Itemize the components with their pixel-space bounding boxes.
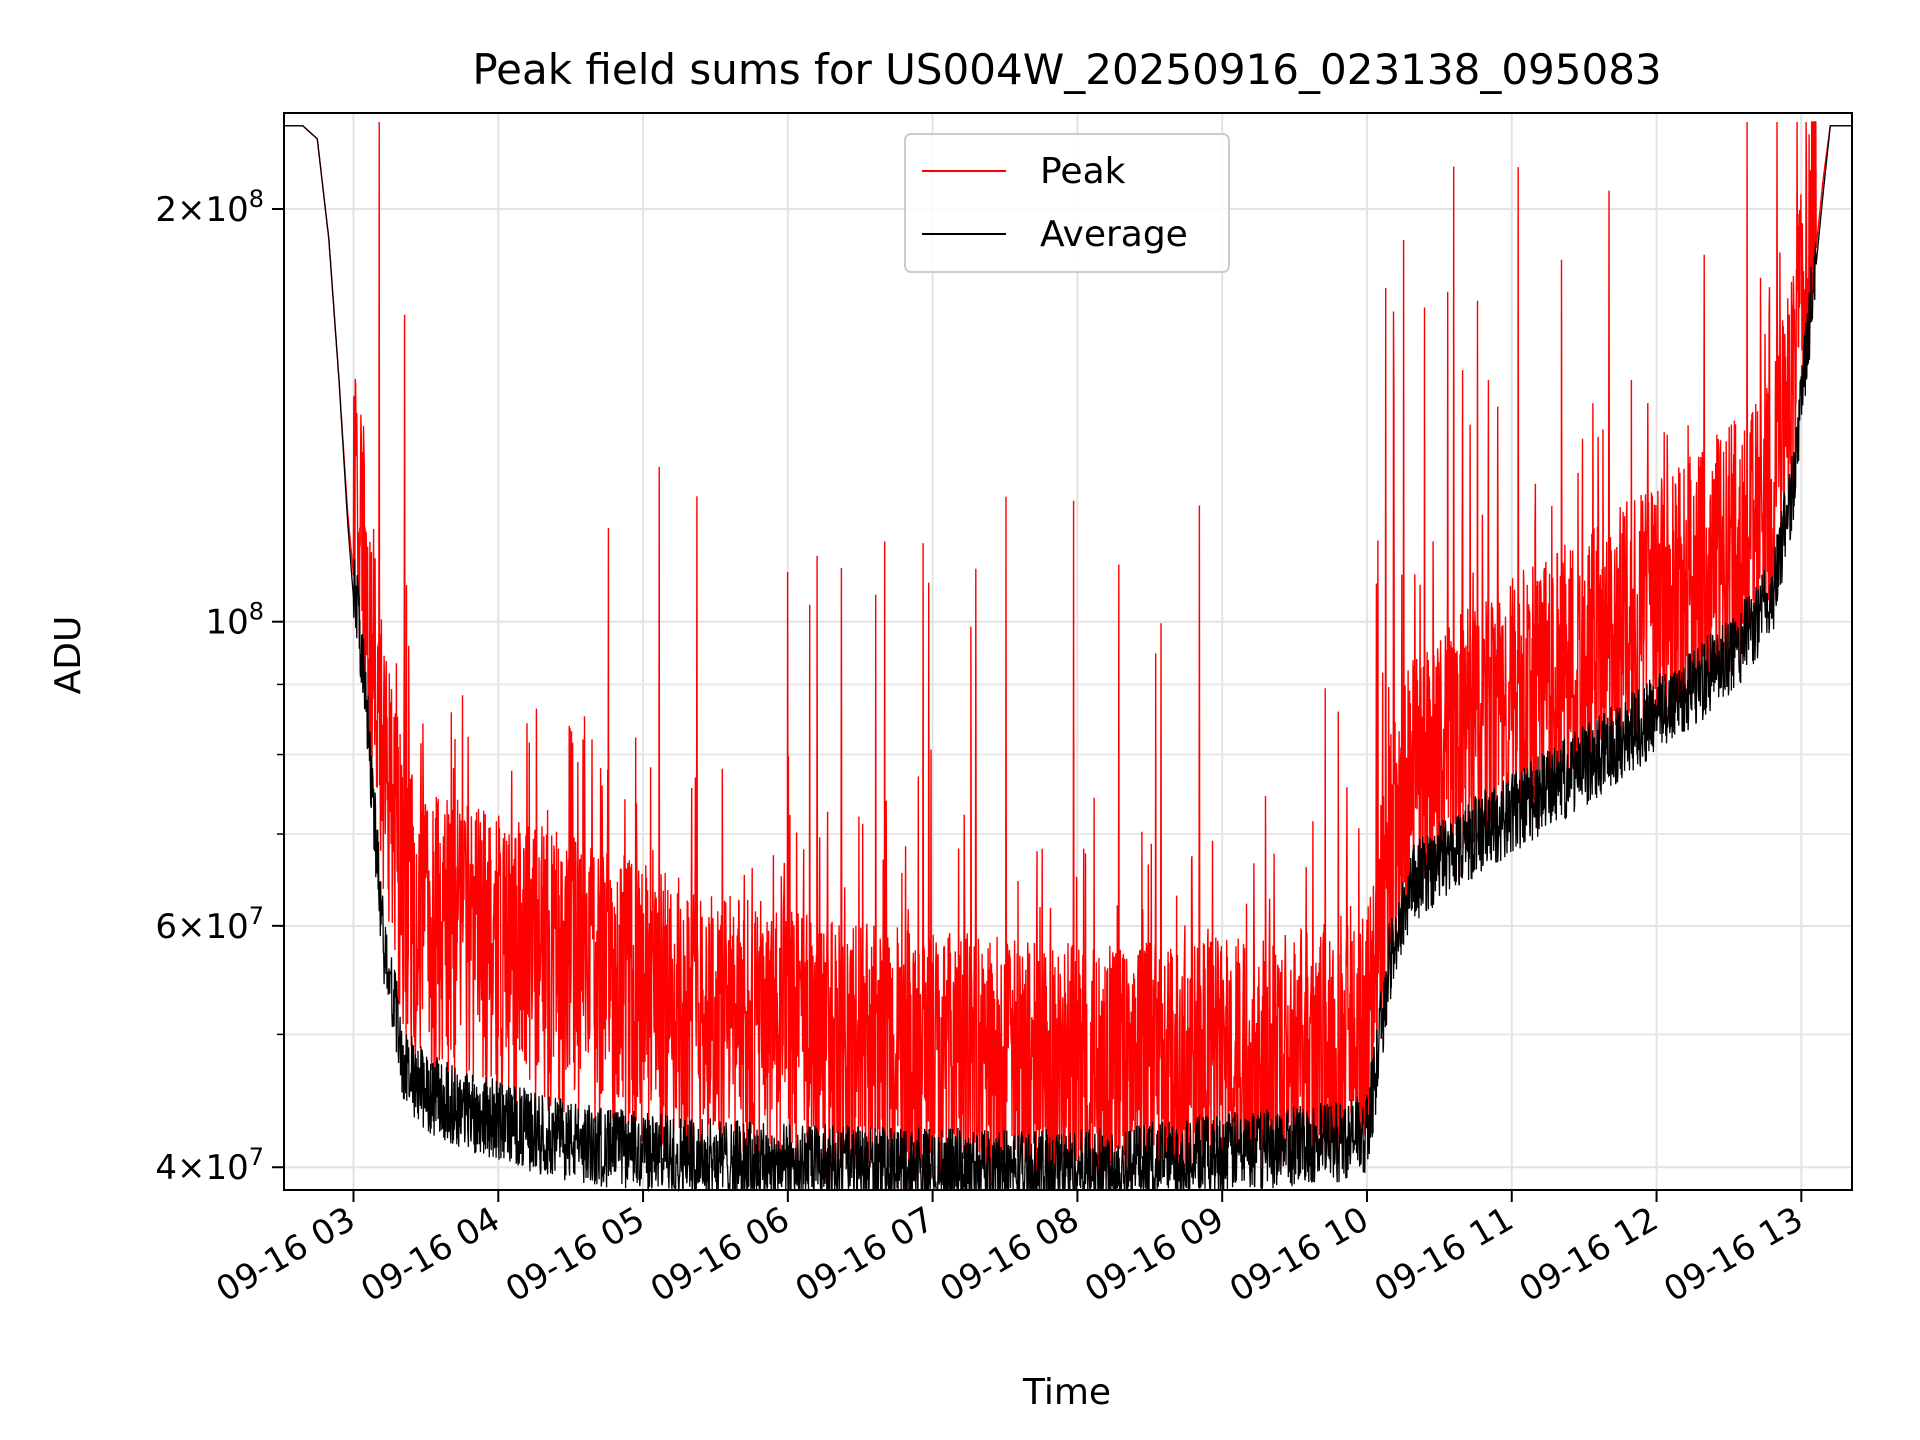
- plot-frame: [283, 112, 1853, 1191]
- legend-peak-label: Peak: [1040, 151, 1126, 192]
- y-tick-label: 108: [205, 598, 264, 643]
- y-tick-label: 4×107: [155, 1143, 264, 1188]
- legend-box: [904, 133, 1230, 273]
- series-line-average: [284, 125, 1852, 1193]
- x-axis-label: Time: [1022, 1372, 1111, 1413]
- y-tick-label: 2×108: [155, 185, 264, 230]
- legend-average-label: Average: [1040, 214, 1188, 255]
- y-tick-label: 6×107: [155, 902, 264, 947]
- chart-title: Peak field sums for US004W_20250916_0231…: [472, 45, 1661, 94]
- y-axis-label: ADU: [48, 616, 89, 695]
- series-layer: [284, 121, 1852, 1193]
- series-line-peak: [284, 121, 1852, 1191]
- legend: Peak Average: [904, 133, 1230, 273]
